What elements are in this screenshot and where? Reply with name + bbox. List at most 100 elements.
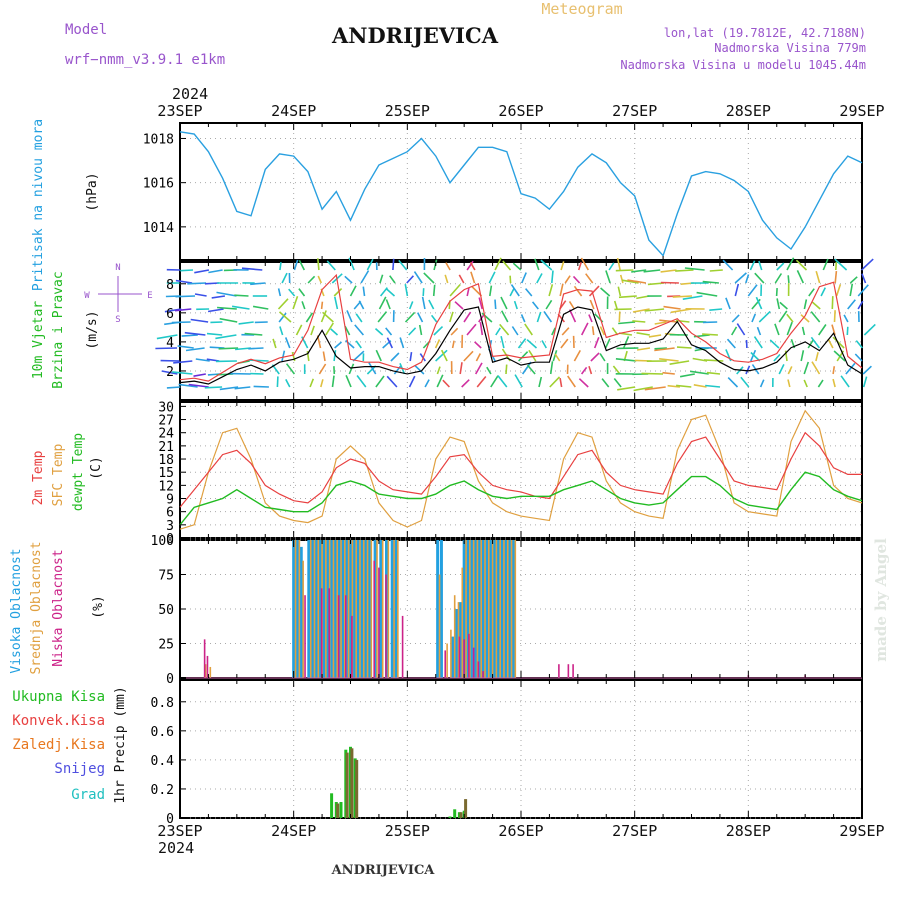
wind-arrow — [599, 353, 606, 362]
wind-arrow — [740, 376, 750, 388]
wind-arrow — [463, 350, 474, 362]
top-date-labels: 23SEP 24SEP 25SEP 26SEP 27SEP 28SEP 29SEP — [157, 102, 884, 120]
wind-arrow — [345, 374, 352, 388]
wind-arrow — [517, 338, 527, 349]
wind-arrow — [404, 311, 416, 323]
wind-arrow — [475, 353, 482, 362]
wind-arrow — [731, 326, 738, 336]
wind-arrow — [551, 270, 554, 284]
wind-arrow — [155, 347, 178, 350]
wind-arrow — [475, 362, 483, 375]
top-date-label: 23SEP — [157, 102, 202, 120]
wind-arrow — [368, 362, 377, 375]
wind-arrow — [543, 310, 553, 323]
wind-arrow — [734, 272, 747, 284]
wind-arrow — [538, 376, 543, 388]
wind-arrow — [618, 295, 637, 299]
wind-arrow — [360, 270, 370, 284]
temp-unit: (C) — [89, 456, 104, 479]
wind-arrow — [616, 257, 621, 271]
wind-arrow — [478, 297, 483, 310]
wind-arrow — [827, 338, 834, 349]
wind-arrow — [815, 352, 819, 362]
wind-arrow — [375, 375, 385, 388]
wind-arrow — [461, 379, 470, 388]
y-tick-label: 4 — [166, 336, 174, 351]
wind-arrow — [796, 270, 805, 284]
wind-arrow — [194, 293, 207, 297]
wind-arrow — [490, 375, 499, 388]
compass-letter: S — [115, 315, 120, 325]
y-tick-label: 0 — [166, 532, 174, 547]
lonlat-info: lon,lat (19.7812E, 42.7188N) — [664, 26, 866, 40]
wind-arrow — [334, 341, 343, 349]
cloud-unit: (%) — [91, 595, 106, 618]
wind-arrow — [450, 327, 459, 336]
wind-arrow — [175, 295, 196, 298]
wind-arrow — [810, 336, 821, 349]
wind-arrow — [787, 366, 793, 375]
altitude-info: Nadmorska Visina 779m — [714, 41, 866, 55]
wind-arrow — [241, 267, 263, 271]
wind-arrow — [676, 384, 692, 388]
wind-arrow — [803, 299, 808, 310]
wind-arrow — [505, 364, 508, 375]
wind-arrow — [500, 310, 509, 323]
wind-arrow — [803, 361, 810, 375]
mid-cloud-label: Srednja Oblacnost — [29, 541, 44, 674]
wind-arrow — [615, 269, 634, 272]
wind-arrow — [758, 260, 763, 271]
wind-arrow — [689, 370, 709, 375]
wind-arrow — [449, 283, 461, 297]
wind-arrow — [559, 283, 564, 297]
y-tick-label: 0 — [166, 672, 174, 687]
wind-arrow — [845, 362, 856, 375]
y-tick-label: 1016 — [143, 177, 174, 192]
wind-arrow — [779, 301, 788, 310]
wind-arrow — [436, 374, 444, 388]
wind-arrow — [513, 300, 518, 310]
precip-bar — [350, 748, 354, 818]
wind-arrow — [356, 375, 367, 388]
wind-arrow — [549, 376, 561, 388]
wind-arrow — [528, 349, 537, 362]
wind-arrow — [385, 327, 393, 336]
wind-arrow — [378, 296, 387, 310]
wind-arrow — [862, 376, 868, 388]
wind-arrow — [451, 340, 455, 349]
wind-arrow — [846, 326, 849, 336]
wind-arrow — [416, 312, 424, 323]
wind-arrow — [469, 261, 476, 271]
wind-unit: (m/s) — [85, 310, 100, 349]
wind-arrow — [444, 274, 449, 284]
wind-arrow — [358, 300, 365, 310]
wind-arrow — [298, 288, 306, 297]
y-tick-label: 12 — [158, 479, 174, 494]
wind-arrow — [613, 378, 622, 388]
wind-arrow — [333, 350, 337, 362]
wind-arrow — [615, 358, 637, 362]
wind-arrow — [618, 311, 621, 323]
wind-arrow — [589, 299, 595, 310]
wind-arrow — [860, 258, 874, 271]
wind-arrow — [832, 378, 836, 388]
wind-arrow — [362, 286, 366, 297]
wind-arrow — [173, 360, 193, 364]
wind-arrow — [509, 275, 512, 284]
dewpt-label: dewpt Temp — [71, 433, 86, 511]
wind-arrow — [206, 332, 223, 336]
wind-arrow — [521, 361, 532, 375]
top-date-label: 26SEP — [498, 102, 543, 120]
wind-arrow — [325, 322, 334, 336]
wind-arrow — [252, 305, 269, 310]
wind-arrow — [705, 384, 721, 388]
wind-arrow — [536, 273, 543, 284]
wind-arrow — [541, 340, 547, 349]
wind-arrow — [676, 346, 692, 349]
wind-arrow — [278, 312, 287, 323]
wind-arrow — [292, 296, 299, 310]
y-tick-label: 30 — [158, 400, 174, 415]
wind-arrow — [375, 349, 382, 362]
wind-arrow — [754, 272, 765, 284]
wind-arrow — [481, 312, 493, 323]
